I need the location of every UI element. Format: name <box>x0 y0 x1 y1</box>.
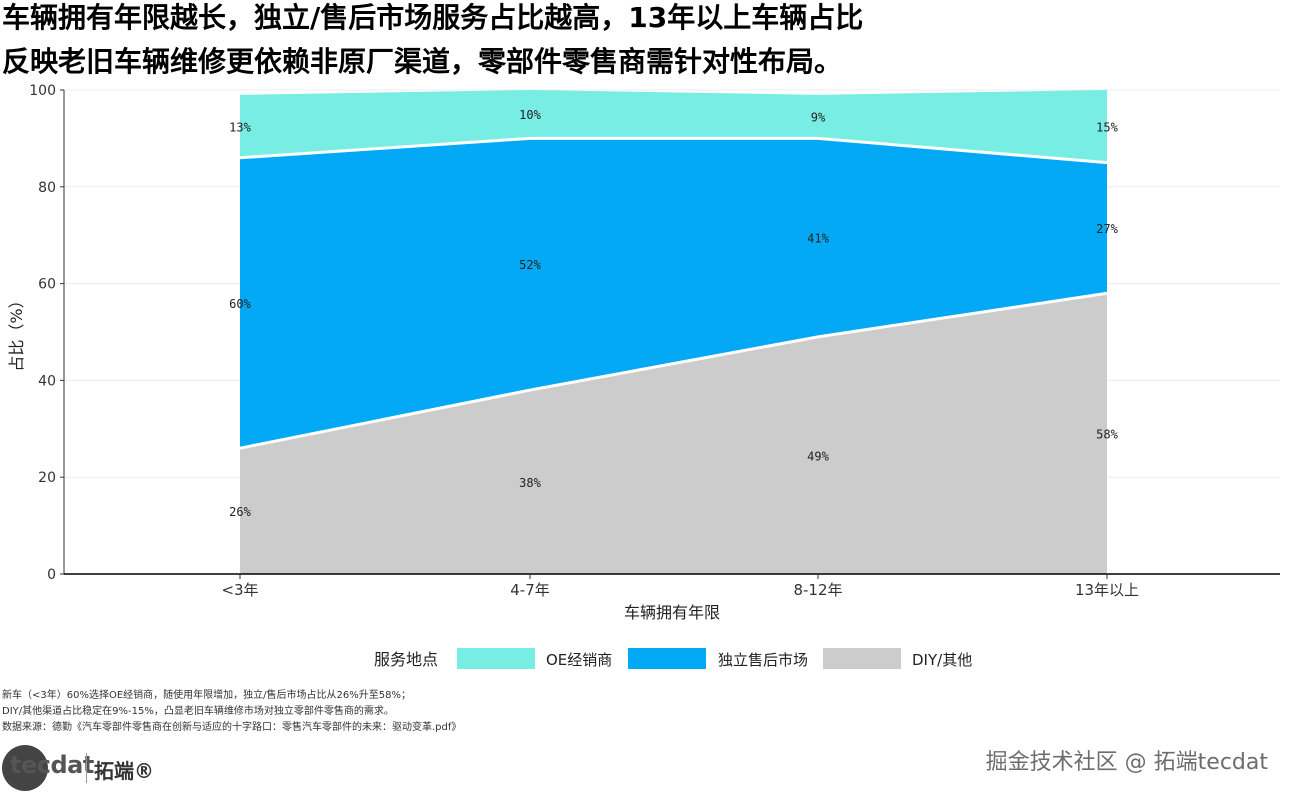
area-0 <box>240 293 1107 574</box>
logo-text: tecdat <box>10 751 94 779</box>
legend-title: 服务地点 <box>374 650 438 669</box>
area-boundary-0 <box>239 291 1108 450</box>
x-axis-title: 车辆拥有年限 <box>624 603 720 622</box>
tecdat-logo: tecdat 拓端® <box>2 745 242 791</box>
x-tick-label: 13年以上 <box>1075 581 1139 599</box>
chart-title-line1: 车辆拥有年限越长，独立/售后市场服务占比越高，13年以上车辆占比 <box>2 1 864 34</box>
source-line: 数据来源：德勤《汽车零部件零售商在创新与适应的十字路口：零售汽车零部件的未来：驱… <box>2 722 462 733</box>
y-tick-label: 80 <box>38 180 56 196</box>
chart-title-line2: 反映老旧车辆维修更依赖非原厂渠道，零部件零售商需针对性布局。 <box>2 45 843 78</box>
area-2 <box>240 90 1107 163</box>
data-label: 13% <box>229 120 251 134</box>
data-label: 27% <box>1096 222 1118 236</box>
y-tick-label: 100 <box>29 83 56 99</box>
logo-divider <box>86 753 87 783</box>
y-tick-label: 60 <box>38 277 56 293</box>
watermark: 掘金技术社区 @ 拓端tecdat <box>985 750 1268 775</box>
logo-brand-name: 拓端® <box>94 759 154 783</box>
legend-label: 独立售后市场 <box>718 651 808 669</box>
y-axis-title: 占比（%） <box>7 292 26 371</box>
data-label: 38% <box>519 476 541 490</box>
data-label: 10% <box>519 108 541 122</box>
data-label: 26% <box>229 505 251 519</box>
area-boundary-1 <box>239 136 1108 165</box>
y-tick-label: 20 <box>38 470 56 486</box>
note-line-2: DIY/其他渠道占比稳定在9%-15%，凸显老旧车辆维修市场对独立零部件零售商的… <box>2 706 394 717</box>
note-line-1: 新车（<3年）60%选择OE经销商，随使用年限增加，独立/售后市场占比从26%升… <box>2 690 411 701</box>
data-label: 9% <box>811 111 826 125</box>
data-label: 41% <box>807 232 829 246</box>
data-label: 49% <box>807 449 829 463</box>
legend-label: DIY/其他 <box>912 651 972 669</box>
data-label: 60% <box>229 297 251 311</box>
logo-circle-icon <box>2 745 48 791</box>
y-tick-label: 0 <box>47 567 56 583</box>
x-tick-label: 4-7年 <box>510 581 550 599</box>
data-label: 58% <box>1096 428 1118 442</box>
stacked-area-chart: 0 20 40 60 80 100 26% 38% 49% 58% 60% 52% 41% 27% 13% 1… <box>7 83 1280 669</box>
legend-label: OE经销商 <box>546 651 612 669</box>
legend-swatch <box>457 648 535 669</box>
data-label: 15% <box>1096 120 1118 134</box>
data-label: 52% <box>519 258 541 272</box>
legend-swatch <box>823 648 901 669</box>
x-tick-label: 8-12年 <box>793 581 842 599</box>
legend-swatch <box>628 648 706 669</box>
y-tick-label: 40 <box>38 373 56 389</box>
area-1 <box>240 138 1107 449</box>
x-tick-label: <3年 <box>221 581 258 599</box>
chart-notes: 新车（<3年）60%选择OE经销商，随使用年限增加，独立/售后市场占比从26%升… <box>2 688 461 736</box>
